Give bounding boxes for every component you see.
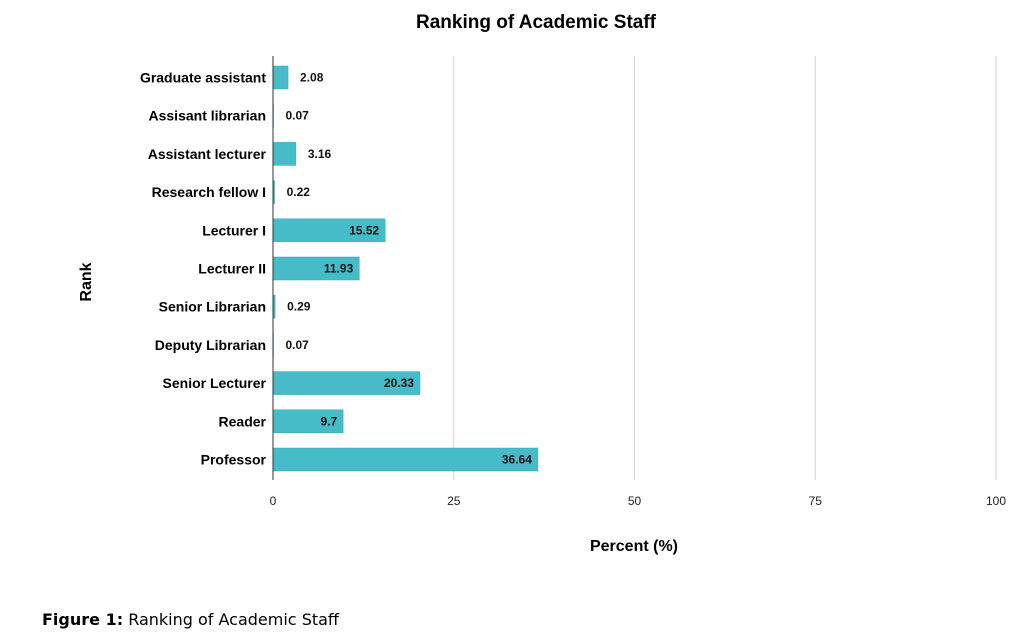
chart-title: Ranking of Academic Staff [416,12,657,33]
gridlines [453,56,997,480]
category-label: Senior Librarian [159,299,266,315]
data-label: 9.7 [320,414,337,428]
x-axis-title: Percent (%) [590,538,678,555]
category-label: Graduate assistant [140,70,266,86]
category-label: Assisant librarian [149,108,267,124]
x-tick-label: 75 [809,494,823,508]
category-labels: Graduate assistant Assisant librarian Assi… [140,70,267,468]
y-axis-title: Rank [78,262,95,301]
caption-text: Ranking of Academic Staff [123,610,339,629]
category-label: Reader [219,413,267,429]
category-label: Lecturer II [198,261,266,277]
x-tick-label: 50 [628,494,642,508]
bar [272,65,289,90]
category-label: Deputy Librarian [155,337,266,353]
bars [272,65,539,472]
data-label: 36.64 [502,453,532,467]
x-tick-label: 0 [270,494,277,508]
data-label: 0.29 [287,300,311,314]
bar [272,447,539,472]
data-label: 3.16 [308,147,332,161]
data-label: 0.07 [286,109,310,123]
category-label: Assistant lecturer [148,146,267,162]
category-label: Professor [201,452,267,468]
category-label: Lecturer I [202,222,266,238]
figure-caption: Figure 1: Ranking of Academic Staff [42,610,339,629]
data-labels: 2.08 0.07 3.16 0.22 15.52 11.93 0.29 0.07 20.33 9… [286,71,533,467]
category-label: Research fellow I [152,184,266,200]
x-tick-label: 100 [986,494,1006,508]
data-label: 2.08 [300,71,324,85]
data-label: 0.07 [286,338,310,352]
category-label: Senior Lecturer [163,375,267,391]
caption-label: Figure 1: [42,610,124,629]
bar-chart: Ranking of Academic Staff Graduate assis… [78,12,1007,555]
bar [272,142,297,166]
data-label: 11.93 [324,262,354,276]
data-label: 15.52 [349,223,379,237]
data-label: 0.22 [287,185,311,199]
x-tick-label: 25 [447,494,461,508]
data-label: 20.33 [384,376,414,390]
x-tick-labels: 0 25 50 75 100 [270,494,1007,508]
